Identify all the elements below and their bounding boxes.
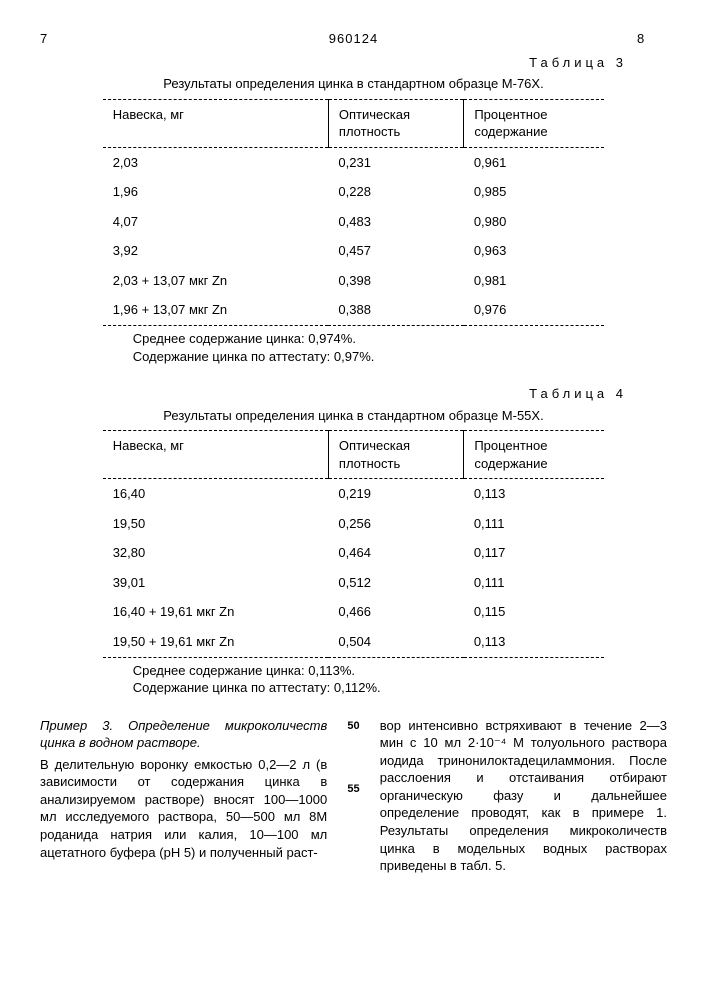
table3: Навеска, мг Оптическая плотность Процент…	[103, 99, 605, 326]
table-row: 19,500,2560,111	[103, 509, 605, 539]
body-columns: Пример 3. Определение микроколичеств цин…	[40, 717, 667, 879]
table4-label: Таблица 4	[40, 385, 667, 403]
table3-footer: Среднее содержание цинка: 0,974%. Содерж…	[73, 330, 635, 365]
line-number-50: 50	[345, 719, 362, 734]
right-paragraph: вор интенсивно встряхивают в течение 2—3…	[380, 717, 667, 875]
table3-col3: Процентное содержание	[464, 99, 604, 147]
table4-header-row: Навеска, мг Оптическая плотность Процент…	[103, 431, 605, 479]
table4-avg: Среднее содержание цинка: 0,113%.	[133, 662, 635, 680]
table-row: 16,400,2190,113	[103, 479, 605, 509]
table3-caption: Результаты определения цинка в стандартн…	[100, 75, 607, 93]
table-row: 3,920,4570,963	[103, 236, 605, 266]
table3-header-row: Навеска, мг Оптическая плотность Процент…	[103, 99, 605, 147]
table4-cert: Содержание цинка по аттестату: 0,112%.	[133, 679, 635, 697]
table4-footer: Среднее содержание цинка: 0,113%. Содерж…	[73, 662, 635, 697]
table-row: 39,010,5120,111	[103, 568, 605, 598]
table4-caption: Результаты определения цинка в стандартн…	[100, 407, 607, 425]
table4: Навеска, мг Оптическая плотность Процент…	[103, 430, 605, 657]
table-row: 19,50 + 19,61 мкг Zn0,5040,113	[103, 627, 605, 657]
table-row: 1,96 + 13,07 мкг Zn0,3880,976	[103, 295, 605, 325]
line-number-55: 55	[345, 782, 362, 797]
table-row: 16,40 + 19,61 мкг Zn0,4660,115	[103, 597, 605, 627]
page-header: 7 960124 8	[40, 30, 667, 48]
table3-label: Таблица 3	[40, 54, 667, 72]
table-row: 32,800,4640,117	[103, 538, 605, 568]
table4-col2: Оптическая плотность	[328, 431, 463, 479]
left-paragraph: В делительную воронку емкостью 0,2—2 л (…	[40, 756, 327, 861]
table-row: 2,030,2310,961	[103, 147, 605, 177]
table3-avg: Среднее содержание цинка: 0,974%.	[133, 330, 635, 348]
table-row: 2,03 + 13,07 мкг Zn0,3980,981	[103, 266, 605, 296]
table3-col1: Навеска, мг	[103, 99, 329, 147]
table3-col2: Оптическая плотность	[328, 99, 463, 147]
example-title: Пример 3. Определение микроколичеств цин…	[40, 718, 327, 751]
table4-col1: Навеска, мг	[103, 431, 329, 479]
table-row: 1,960,2280,985	[103, 177, 605, 207]
document-id: 960124	[70, 30, 637, 48]
right-column: вор интенсивно встряхивают в течение 2—3…	[380, 717, 667, 879]
table3-cert: Содержание цинка по аттестату: 0,97%.	[133, 348, 635, 366]
table4-col3: Процентное содержание	[464, 431, 604, 479]
line-number-gutter: 50 55	[345, 717, 362, 879]
page-number-right: 8	[637, 30, 667, 48]
left-column: Пример 3. Определение микроколичеств цин…	[40, 717, 327, 879]
page-number-left: 7	[40, 30, 70, 48]
table-row: 4,070,4830,980	[103, 207, 605, 237]
